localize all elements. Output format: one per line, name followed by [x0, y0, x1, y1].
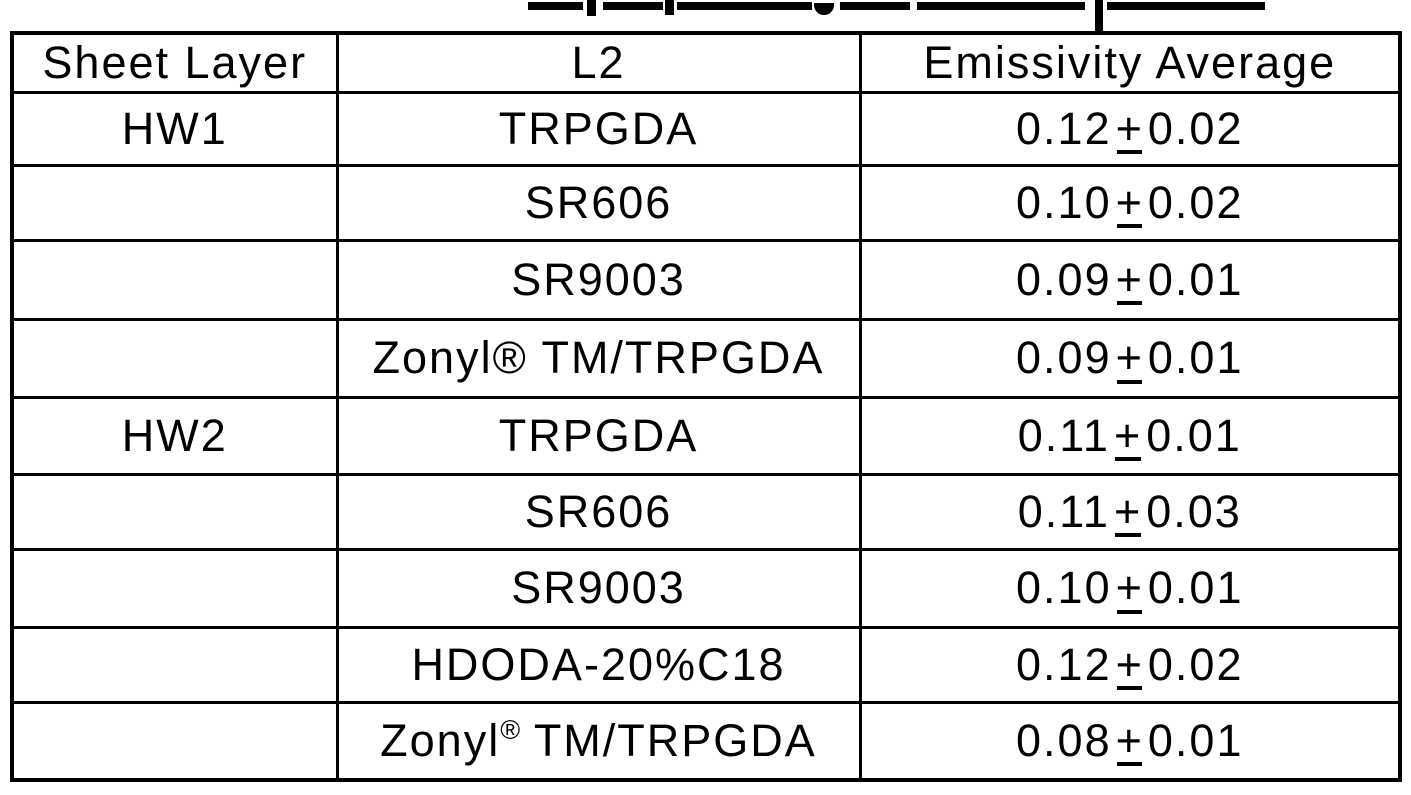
table-body: HW1 TRPGDA 0.12+0.02 SR606 0.10+0.02 SR9003 0.… — [10, 90, 1402, 782]
registered-trademark-icon: ® — [500, 715, 521, 746]
l2-label: HDODA-20%C18 — [411, 638, 786, 690]
table-row: SR9003 0.10+0.01 — [10, 547, 1402, 629]
registered-trademark-icon: ® — [492, 332, 528, 384]
table-row: HW1 TRPGDA 0.12+0.02 — [10, 90, 1402, 167]
l2-label: Zonyl — [380, 715, 501, 767]
table-row: Zonyl® TM/TRPGDA 0.09+0.01 — [10, 317, 1402, 399]
emissivity-tolerance: 0.02 — [1147, 638, 1244, 690]
cell-emissivity-average: 0.10+0.02 — [858, 163, 1402, 242]
cell-sheet-layer — [10, 238, 339, 321]
l2-label: SR9003 — [511, 253, 686, 305]
emissivity-tolerance: 0.02 — [1147, 102, 1244, 154]
column-header-emissivity-average: Emissivity Average — [858, 31, 1402, 94]
cropped-title-glyph-fragment — [1095, 0, 1103, 32]
plus-minus-symbol: + — [1115, 176, 1144, 229]
table-header-row: Sheet Layer L2 Emissivity Average — [10, 31, 1402, 94]
cell-emissivity-average: 0.10+0.01 — [858, 547, 1402, 629]
plus-minus-symbol: + — [1115, 562, 1144, 614]
cell-sheet-layer — [10, 547, 339, 629]
column-header-l2: L2 — [335, 31, 862, 94]
emissivity-tolerance: 0.01 — [1147, 253, 1244, 305]
table-row: Zonyl® TM/TRPGDA 0.08+0.01 — [10, 700, 1402, 782]
cell-l2: HDODA-20%C18 — [335, 625, 862, 704]
cell-l2: Zonyl® TM/TRPGDA — [335, 700, 862, 782]
table-row: HDODA-20%C18 0.12+0.02 — [10, 625, 1402, 704]
cropped-title-glyph-fragment — [665, 0, 674, 15]
emissivity-mean: 0.10 — [1016, 176, 1112, 228]
cropped-title-glyph-fragment — [1107, 2, 1265, 10]
cell-sheet-layer: HW1 — [10, 90, 339, 167]
cell-sheet-layer — [10, 163, 339, 242]
l2-label: Zonyl — [372, 332, 493, 384]
cropped-title-glyph-fragment — [814, 3, 834, 15]
table-header: Sheet Layer L2 Emissivity Average — [10, 31, 1402, 94]
cell-sheet-layer — [10, 317, 339, 399]
plus-minus-symbol: + — [1115, 638, 1144, 691]
cropped-title-glyph-fragment — [840, 2, 910, 10]
cell-emissivity-average: 0.08+0.01 — [858, 700, 1402, 782]
cropped-title-glyph-fragment — [677, 2, 812, 10]
l2-label: SR606 — [524, 485, 673, 537]
cell-l2: TRPGDA — [335, 90, 862, 167]
cell-l2: Zonyl® TM/TRPGDA — [335, 317, 862, 399]
cell-emissivity-average: 0.12+0.02 — [858, 90, 1402, 167]
emissivity-mean: 0.11 — [1017, 485, 1110, 537]
emissivity-tolerance: 0.01 — [1146, 409, 1242, 461]
emissivity-mean: 0.09 — [1016, 253, 1112, 305]
cell-l2: SR606 — [335, 472, 862, 551]
emissivity-tolerance: 0.02 — [1147, 176, 1244, 228]
emissivity-tolerance: 0.01 — [1147, 332, 1244, 384]
emissivity-mean: 0.09 — [1016, 332, 1112, 384]
l2-label: SR9003 — [511, 562, 686, 614]
table-row: SR606 0.11+0.03 — [10, 472, 1402, 551]
table-row: HW2 TRPGDA 0.11+0.01 — [10, 395, 1402, 476]
emissivity-tolerance: 0.01 — [1147, 562, 1244, 614]
emissivity-mean: 0.12 — [1016, 102, 1112, 154]
cell-sheet-layer: HW2 — [10, 395, 339, 476]
table-row: SR9003 0.09+0.01 — [10, 238, 1402, 321]
cropped-title-glyph-fragment — [603, 2, 663, 10]
cell-l2: TRPGDA — [335, 395, 862, 476]
plus-minus-symbol: + — [1113, 409, 1143, 462]
cell-emissivity-average: 0.11+0.01 — [858, 395, 1402, 476]
cell-emissivity-average: 0.09+0.01 — [858, 238, 1402, 321]
cell-sheet-layer — [10, 625, 339, 704]
emissivity-tolerance: 0.01 — [1147, 715, 1244, 767]
l2-label-suffix: TM/TRPGDA — [527, 332, 825, 384]
cell-emissivity-average: 0.09+0.01 — [858, 317, 1402, 399]
cell-l2: SR9003 — [335, 547, 862, 629]
cell-l2: SR9003 — [335, 238, 862, 321]
column-header-sheet-layer: Sheet Layer — [10, 31, 339, 94]
cell-l2: SR606 — [335, 163, 862, 242]
l2-label: TRPGDA — [498, 409, 699, 461]
l2-label: SR606 — [524, 176, 673, 228]
emissivity-tolerance: 0.03 — [1146, 485, 1242, 537]
emissivity-mean: 0.11 — [1017, 409, 1110, 461]
emissivity-mean: 0.10 — [1016, 562, 1112, 614]
emissivity-table: Sheet Layer L2 Emissivity Average HW1 TRP… — [10, 31, 1402, 782]
cropped-title-glyph-fragment — [587, 0, 596, 16]
cropped-title-glyph-fragment — [917, 2, 1085, 10]
table-row: SR606 0.10+0.02 — [10, 163, 1402, 242]
cell-sheet-layer — [10, 472, 339, 551]
cell-sheet-layer — [10, 700, 339, 782]
l2-label: TRPGDA — [498, 102, 699, 154]
plus-minus-symbol: + — [1115, 102, 1144, 155]
cell-emissivity-average: 0.11+0.03 — [858, 472, 1402, 551]
plus-minus-symbol: + — [1113, 485, 1143, 538]
plus-minus-symbol: + — [1115, 715, 1144, 767]
plus-minus-symbol: + — [1115, 332, 1144, 384]
emissivity-mean: 0.08 — [1016, 715, 1112, 767]
cropped-title-glyph-fragment — [528, 2, 583, 10]
l2-label-suffix: TM/TRPGDA — [520, 715, 817, 767]
cell-emissivity-average: 0.12+0.02 — [858, 625, 1402, 704]
plus-minus-symbol: + — [1115, 253, 1144, 306]
emissivity-mean: 0.12 — [1016, 638, 1112, 690]
